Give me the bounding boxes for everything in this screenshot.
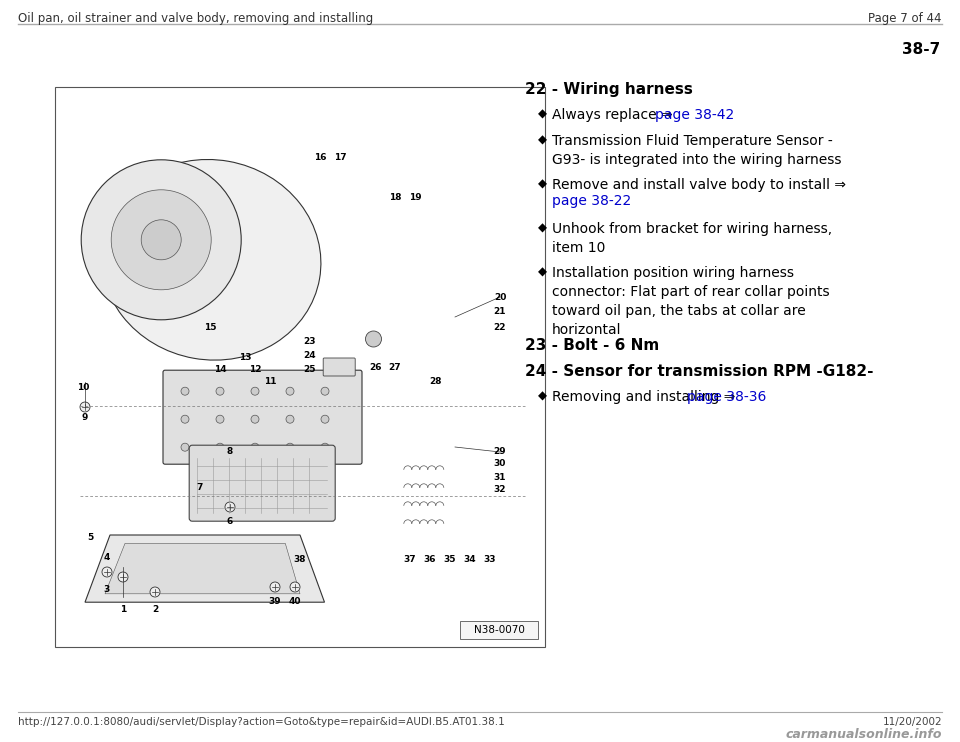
Text: 10: 10 xyxy=(77,382,89,392)
Text: 6: 6 xyxy=(227,517,233,527)
Circle shape xyxy=(286,443,294,451)
Text: Remove and install valve body to install ⇒: Remove and install valve body to install… xyxy=(552,178,846,192)
Circle shape xyxy=(80,402,90,412)
Text: 24 - Sensor for transmission RPM -G182-: 24 - Sensor for transmission RPM -G182- xyxy=(525,364,874,379)
Text: 11/20/2002: 11/20/2002 xyxy=(882,717,942,727)
Text: Installation position wiring harness
connector: Flat part of rear collar points
: Installation position wiring harness con… xyxy=(552,266,829,337)
Circle shape xyxy=(321,443,329,451)
Text: 3: 3 xyxy=(104,585,110,594)
FancyBboxPatch shape xyxy=(324,358,355,376)
Text: 40: 40 xyxy=(289,597,301,606)
Text: 9: 9 xyxy=(82,413,88,421)
Text: ◆: ◆ xyxy=(538,134,547,147)
Text: 24: 24 xyxy=(303,350,316,360)
Text: Removing and installing ⇒: Removing and installing ⇒ xyxy=(552,390,740,404)
Circle shape xyxy=(286,416,294,423)
Text: Transmission Fluid Temperature Sensor -
G93- is integrated into the wiring harne: Transmission Fluid Temperature Sensor - … xyxy=(552,134,842,167)
Circle shape xyxy=(181,387,189,395)
Text: 30: 30 xyxy=(493,459,506,468)
Text: Unhook from bracket for wiring harness,
item 10: Unhook from bracket for wiring harness, … xyxy=(552,222,832,255)
Circle shape xyxy=(118,572,128,582)
Text: ◆: ◆ xyxy=(538,108,547,121)
Text: http://127.0.0.1:8080/audi/servlet/Display?action=Goto&type=repair&id=AUDI.B5.AT: http://127.0.0.1:8080/audi/servlet/Displ… xyxy=(18,717,505,727)
Text: 23: 23 xyxy=(303,338,316,347)
Text: 16: 16 xyxy=(314,153,326,162)
Bar xyxy=(55,87,545,647)
Circle shape xyxy=(150,587,160,597)
Text: 29: 29 xyxy=(493,447,506,456)
Text: 1: 1 xyxy=(120,605,126,614)
Text: page 38-22: page 38-22 xyxy=(552,194,632,208)
Text: 7: 7 xyxy=(197,482,204,491)
Text: 39: 39 xyxy=(269,597,281,606)
Text: 31: 31 xyxy=(493,473,506,482)
Text: 33: 33 xyxy=(484,554,496,563)
Text: 25: 25 xyxy=(303,364,316,373)
Bar xyxy=(460,621,538,639)
Text: 32: 32 xyxy=(493,485,506,494)
Text: 17: 17 xyxy=(334,153,347,162)
Circle shape xyxy=(286,387,294,395)
Circle shape xyxy=(251,443,259,451)
Text: ◆: ◆ xyxy=(538,178,547,191)
Circle shape xyxy=(181,443,189,451)
Text: 20: 20 xyxy=(493,292,506,301)
FancyBboxPatch shape xyxy=(163,370,362,464)
Circle shape xyxy=(270,582,280,592)
Text: 15: 15 xyxy=(204,323,216,332)
Circle shape xyxy=(111,190,211,290)
FancyBboxPatch shape xyxy=(189,445,335,521)
Circle shape xyxy=(321,416,329,423)
Circle shape xyxy=(251,387,259,395)
Text: 27: 27 xyxy=(389,363,401,372)
Text: Oil pan, oil strainer and valve body, removing and installing: Oil pan, oil strainer and valve body, re… xyxy=(18,12,373,25)
Text: Always replace ⇒: Always replace ⇒ xyxy=(552,108,677,122)
Text: page 38-36: page 38-36 xyxy=(687,390,766,404)
Text: 2: 2 xyxy=(152,605,158,614)
Text: N38-0070: N38-0070 xyxy=(473,625,524,635)
Circle shape xyxy=(216,443,224,451)
Text: 38-7: 38-7 xyxy=(901,42,940,57)
Text: 18: 18 xyxy=(389,192,401,202)
Text: 8: 8 xyxy=(227,447,233,456)
Text: 36: 36 xyxy=(423,554,436,563)
Text: 14: 14 xyxy=(214,364,227,373)
Text: 5: 5 xyxy=(86,533,93,542)
Circle shape xyxy=(225,502,235,512)
Circle shape xyxy=(366,331,381,347)
Circle shape xyxy=(251,416,259,423)
Circle shape xyxy=(321,387,329,395)
Text: 34: 34 xyxy=(464,554,476,563)
Text: 21: 21 xyxy=(493,307,506,317)
Ellipse shape xyxy=(102,160,321,360)
Text: 19: 19 xyxy=(409,192,421,202)
Circle shape xyxy=(102,567,112,577)
Text: 4: 4 xyxy=(104,553,110,562)
Text: ◆: ◆ xyxy=(538,266,547,279)
Text: 12: 12 xyxy=(249,364,261,373)
Polygon shape xyxy=(105,543,300,594)
Text: Page 7 of 44: Page 7 of 44 xyxy=(869,12,942,25)
Circle shape xyxy=(216,387,224,395)
Text: 38: 38 xyxy=(294,554,306,563)
Circle shape xyxy=(290,582,300,592)
Text: page 38-42: page 38-42 xyxy=(655,108,734,122)
Text: ◆: ◆ xyxy=(538,222,547,235)
Circle shape xyxy=(82,160,241,320)
Text: 35: 35 xyxy=(444,554,456,563)
Text: 22: 22 xyxy=(493,323,506,332)
Text: ◆: ◆ xyxy=(538,390,547,403)
Circle shape xyxy=(141,220,181,260)
Circle shape xyxy=(181,416,189,423)
Text: 28: 28 xyxy=(429,378,442,387)
Polygon shape xyxy=(85,535,324,603)
Text: 11: 11 xyxy=(264,378,276,387)
Text: 13: 13 xyxy=(239,352,252,361)
Text: 37: 37 xyxy=(404,554,417,563)
Text: 22 - Wiring harness: 22 - Wiring harness xyxy=(525,82,693,97)
Text: 23 - Bolt - 6 Nm: 23 - Bolt - 6 Nm xyxy=(525,338,660,353)
Circle shape xyxy=(216,416,224,423)
Text: carmanualsonline.info: carmanualsonline.info xyxy=(785,728,942,741)
Text: 26: 26 xyxy=(369,363,381,372)
